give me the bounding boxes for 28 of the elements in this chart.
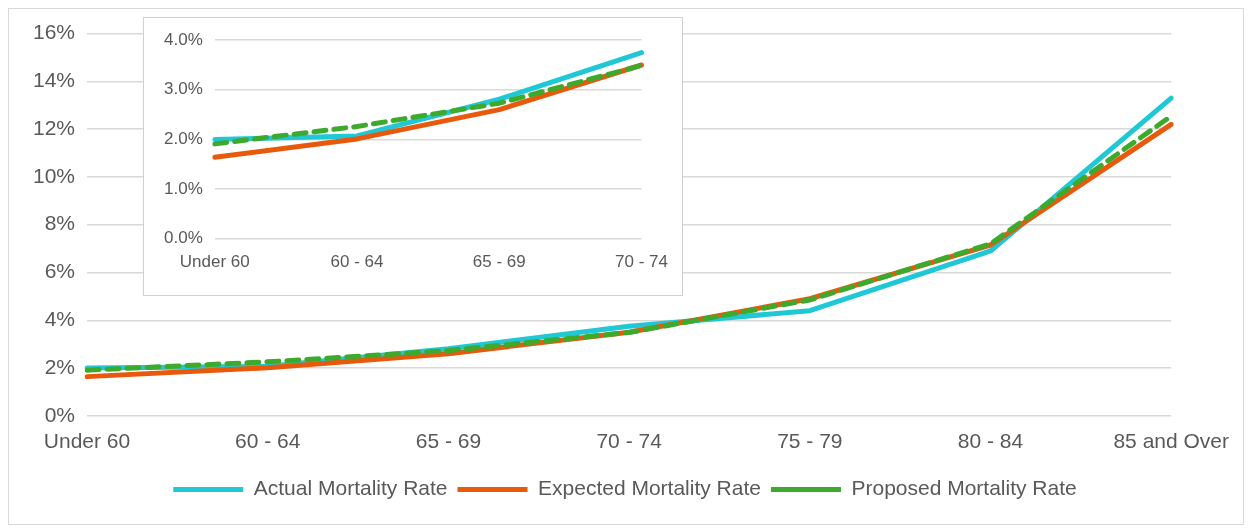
y-tick-label: 10% [33,163,76,187]
x-tick-label: 65 - 69 [415,429,482,453]
y-tick-label: 3.0% [164,79,203,99]
x-tick-label: 75 - 79 [777,429,843,453]
legend-label: Actual Mortality Rate [253,476,448,500]
y-tick-label: 16% [33,20,76,44]
x-tick-label: 65 - 69 [472,252,526,272]
y-tick-label: 8% [44,211,76,235]
legend-label: Expected Mortality Rate [538,476,761,500]
y-tick-label: 0% [44,402,76,426]
x-tick-label: Under 60 [43,429,131,453]
y-tick-label: 6% [44,259,76,283]
y-tick-label: 4% [44,307,76,331]
x-tick-label: 60 - 64 [235,429,301,453]
y-tick-label: 12% [33,115,76,139]
x-tick-label: 85 and Over [1113,429,1229,453]
x-tick-label: 60 - 64 [330,252,384,272]
x-tick-label: 70 - 74 [596,429,663,453]
y-tick-label: 4.0% [164,29,203,49]
x-tick-label: 70 - 74 [615,252,669,272]
x-tick-label: 80 - 84 [957,429,1024,453]
y-tick-label: 1.0% [164,178,203,198]
x-tick-label: Under 60 [179,252,250,272]
y-tick-label: 0.0% [164,228,203,248]
y-tick-label: 14% [33,68,76,92]
y-tick-label: 2.0% [164,129,203,149]
legend-label: Proposed Mortality Rate [851,476,1077,500]
y-tick-label: 2% [44,354,76,378]
